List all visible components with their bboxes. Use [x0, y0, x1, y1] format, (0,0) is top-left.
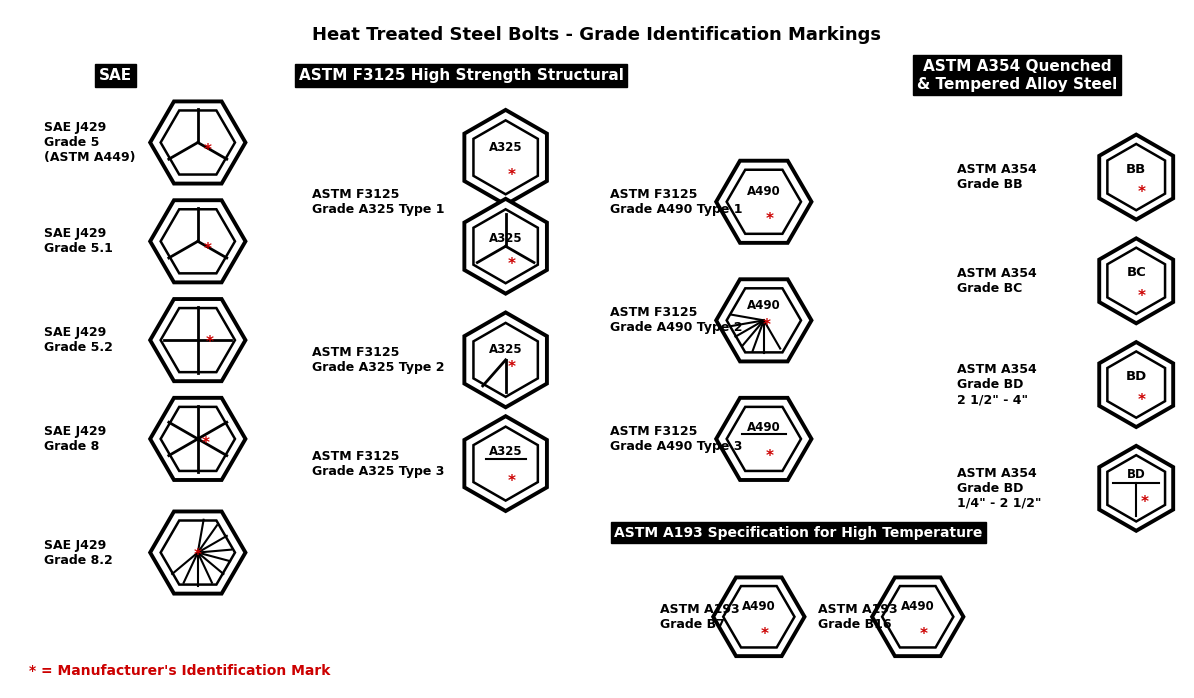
Polygon shape: [474, 120, 537, 194]
Text: ASTM A193
Grade B16: ASTM A193 Grade B16: [818, 603, 898, 631]
Text: *: *: [193, 548, 202, 563]
Polygon shape: [464, 199, 547, 294]
Text: ASTM F3125
Grade A325 Type 2: ASTM F3125 Grade A325 Type 2: [312, 346, 444, 374]
Polygon shape: [1107, 144, 1165, 210]
Polygon shape: [727, 288, 801, 352]
Text: *: *: [765, 450, 774, 464]
Text: ASTM F3125
Grade A490 Type 2: ASTM F3125 Grade A490 Type 2: [610, 306, 743, 334]
Text: *: *: [205, 334, 214, 350]
Polygon shape: [150, 299, 246, 381]
Polygon shape: [150, 398, 246, 480]
Polygon shape: [1107, 248, 1165, 314]
Polygon shape: [1100, 446, 1174, 530]
Text: ASTM F3125
Grade A325 Type 1: ASTM F3125 Grade A325 Type 1: [312, 188, 444, 216]
Text: A325: A325: [488, 141, 523, 154]
Text: *: *: [202, 436, 210, 452]
Text: *: *: [1138, 393, 1146, 408]
Text: ASTM A354
Grade BD
1/4" - 2 1/2": ASTM A354 Grade BD 1/4" - 2 1/2": [958, 467, 1042, 510]
Text: SAE J429
Grade 5.2: SAE J429 Grade 5.2: [44, 326, 112, 354]
Text: BD: BD: [1126, 370, 1146, 383]
Text: ASTM A193 Specification for High Temperature: ASTM A193 Specification for High Tempera…: [615, 526, 983, 540]
Text: *: *: [507, 360, 516, 376]
Polygon shape: [150, 200, 246, 283]
Text: A490: A490: [741, 600, 776, 614]
Text: *: *: [507, 168, 516, 183]
Text: ASTM A354
Grade BB: ASTM A354 Grade BB: [958, 163, 1038, 191]
Polygon shape: [474, 426, 537, 500]
Text: BC: BC: [1126, 267, 1146, 279]
Text: *: *: [1138, 186, 1146, 200]
Text: ASTM F3125
Grade A325 Type 3: ASTM F3125 Grade A325 Type 3: [312, 450, 444, 477]
Polygon shape: [716, 398, 812, 480]
Text: SAE J429
Grade 5
(ASTM A449): SAE J429 Grade 5 (ASTM A449): [44, 121, 135, 164]
Text: *: *: [507, 474, 516, 489]
Text: ASTM F3125
Grade A490 Type 3: ASTM F3125 Grade A490 Type 3: [610, 425, 743, 453]
Text: SAE: SAE: [99, 68, 133, 83]
Text: SAE J429
Grade 8: SAE J429 Grade 8: [44, 425, 106, 453]
Polygon shape: [161, 521, 235, 585]
Polygon shape: [713, 577, 805, 656]
Text: ASTM A193
Grade B7: ASTM A193 Grade B7: [659, 603, 739, 631]
Text: Heat Treated Steel Bolts - Grade Identification Markings: Heat Treated Steel Bolts - Grade Identif…: [313, 26, 881, 44]
Text: ASTM A354
Grade BC: ASTM A354 Grade BC: [958, 267, 1038, 295]
Polygon shape: [150, 101, 246, 184]
Polygon shape: [1100, 238, 1174, 323]
Polygon shape: [161, 407, 235, 471]
Polygon shape: [161, 209, 235, 274]
Text: *: *: [1141, 495, 1149, 510]
Text: ASTM A354 Quenched
& Tempered Alloy Steel: ASTM A354 Quenched & Tempered Alloy Stee…: [917, 59, 1118, 91]
Text: *: *: [1138, 289, 1146, 304]
Polygon shape: [464, 110, 547, 205]
Text: A490: A490: [747, 421, 781, 433]
Text: SAE J429
Grade 8.2: SAE J429 Grade 8.2: [44, 539, 112, 567]
Text: *: *: [507, 257, 516, 272]
Polygon shape: [464, 416, 547, 511]
Polygon shape: [474, 209, 537, 283]
Text: *: *: [204, 143, 211, 158]
Polygon shape: [150, 512, 246, 593]
Polygon shape: [1107, 351, 1165, 417]
Text: ASTM A354
Grade BD
2 1/2" - 4": ASTM A354 Grade BD 2 1/2" - 4": [958, 363, 1038, 406]
Polygon shape: [474, 323, 537, 397]
Text: BB: BB: [1126, 163, 1146, 176]
Polygon shape: [882, 586, 953, 648]
Text: *: *: [763, 318, 771, 333]
Text: * = Manufacturer's Identification Mark: * = Manufacturer's Identification Mark: [29, 664, 331, 678]
Polygon shape: [1100, 135, 1174, 220]
Polygon shape: [716, 161, 812, 243]
Text: SAE J429
Grade 5.1: SAE J429 Grade 5.1: [44, 228, 112, 255]
Text: A325: A325: [488, 343, 523, 357]
Polygon shape: [727, 407, 801, 471]
Text: *: *: [765, 212, 774, 227]
Text: BD: BD: [1127, 468, 1145, 481]
Polygon shape: [161, 308, 235, 372]
Text: A490: A490: [900, 600, 935, 614]
Text: A490: A490: [747, 186, 781, 198]
Polygon shape: [716, 279, 812, 362]
Polygon shape: [1107, 455, 1165, 521]
Text: A325: A325: [488, 445, 523, 459]
Polygon shape: [464, 313, 547, 408]
Text: A325: A325: [488, 232, 523, 245]
Text: ASTM F3125
Grade A490 Type 1: ASTM F3125 Grade A490 Type 1: [610, 188, 743, 216]
Polygon shape: [727, 170, 801, 234]
Polygon shape: [724, 586, 794, 648]
Polygon shape: [1100, 342, 1174, 427]
Polygon shape: [872, 577, 964, 656]
Text: *: *: [204, 242, 211, 257]
Text: *: *: [919, 627, 928, 642]
Polygon shape: [161, 110, 235, 174]
Text: *: *: [761, 627, 769, 642]
Text: A490: A490: [747, 299, 781, 312]
Text: ASTM F3125 High Strength Structural: ASTM F3125 High Strength Structural: [298, 68, 623, 83]
